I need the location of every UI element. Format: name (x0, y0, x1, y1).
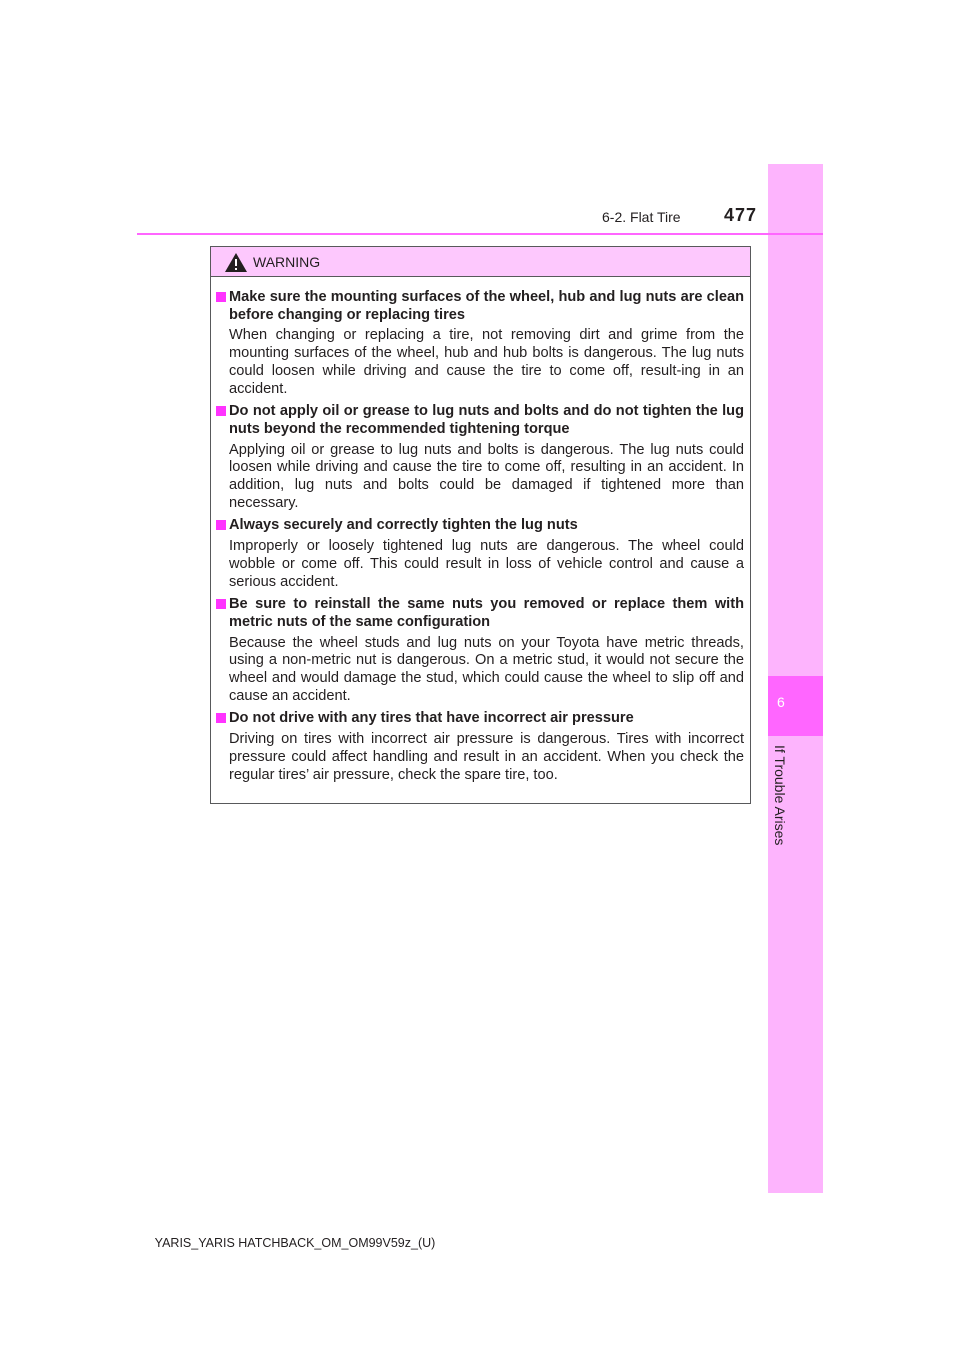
warning-icon (225, 253, 247, 272)
warning-item: Do not drive with any tires that have in… (216, 710, 744, 784)
warning-item: Always securely and correctly tighten th… (216, 517, 744, 591)
warning-item: Make sure the mounting surfaces of the w… (216, 289, 744, 398)
bullet-square-icon (216, 713, 226, 724)
heading-text: Do not apply oil or grease to lug nuts a… (229, 403, 744, 437)
heading-text: Always securely and correctly tighten th… (229, 517, 578, 534)
warning-item: Be sure to reinstall the same nuts you r… (216, 596, 744, 705)
warning-title: WARNING (253, 254, 321, 270)
warning-item-body: Because the wheel studs and lug nuts on … (229, 634, 744, 704)
chapter-number: 6 (777, 694, 785, 710)
heading-text: Make sure the mounting surfaces of the w… (229, 289, 744, 323)
page-number: 477 (724, 205, 758, 225)
warning-header: WARNING (211, 247, 750, 277)
warning-item-heading: Be sure to reinstall the same nuts you r… (216, 596, 744, 631)
warning-item: Do not apply oil or grease to lug nuts a… (216, 403, 744, 512)
bullet-square-icon (216, 292, 226, 302)
warning-item-heading: Make sure the mounting surfaces of the w… (216, 289, 744, 324)
footer-doc-id: YARIS_YARIS HATCHBACK_OM_OM99V59z_(U) (154, 1236, 436, 1250)
bullet-square-icon (216, 406, 226, 417)
header-divider (137, 233, 823, 235)
heading-text: Be sure to reinstall the same nuts you r… (229, 596, 744, 630)
chapter-tab: 6 (768, 676, 823, 736)
section-title: 6-2. Flat Tire (602, 209, 681, 225)
heading-text: Do not drive with any tires that have in… (229, 710, 634, 727)
warning-item-heading: Do not apply oil or grease to lug nuts a… (216, 403, 744, 438)
warning-item-body: Improperly or loosely tightened lug nuts… (229, 538, 744, 590)
warning-item-body: Driving on tires with incorrect air pres… (229, 731, 744, 783)
warning-item-heading: Do not drive with any tires that have in… (216, 710, 744, 728)
warning-item-body: Applying oil or grease to lug nuts and b… (229, 441, 744, 511)
bullet-square-icon (216, 520, 226, 531)
chapter-title: If Trouble Arises (772, 745, 788, 846)
warning-item-body: When changing or replacing a tire, not r… (229, 327, 744, 397)
warning-box: WARNING Make sure the mounting surfaces … (210, 246, 751, 804)
bullet-square-icon (216, 599, 226, 610)
warning-item-heading: Always securely and correctly tighten th… (216, 517, 744, 535)
